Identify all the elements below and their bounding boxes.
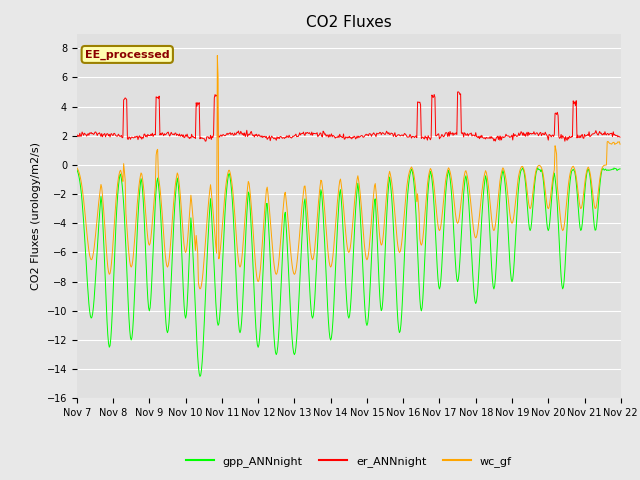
Line: gpp_ANNnight: gpp_ANNnight <box>77 168 620 376</box>
Legend: gpp_ANNnight, er_ANNnight, wc_gf: gpp_ANNnight, er_ANNnight, wc_gf <box>182 451 516 471</box>
Line: wc_gf: wc_gf <box>77 56 620 289</box>
Y-axis label: CO2 Fluxes (urology/m2/s): CO2 Fluxes (urology/m2/s) <box>31 142 41 290</box>
Text: EE_processed: EE_processed <box>85 49 170 60</box>
Line: er_ANNnight: er_ANNnight <box>77 92 620 141</box>
Title: CO2 Fluxes: CO2 Fluxes <box>306 15 392 30</box>
